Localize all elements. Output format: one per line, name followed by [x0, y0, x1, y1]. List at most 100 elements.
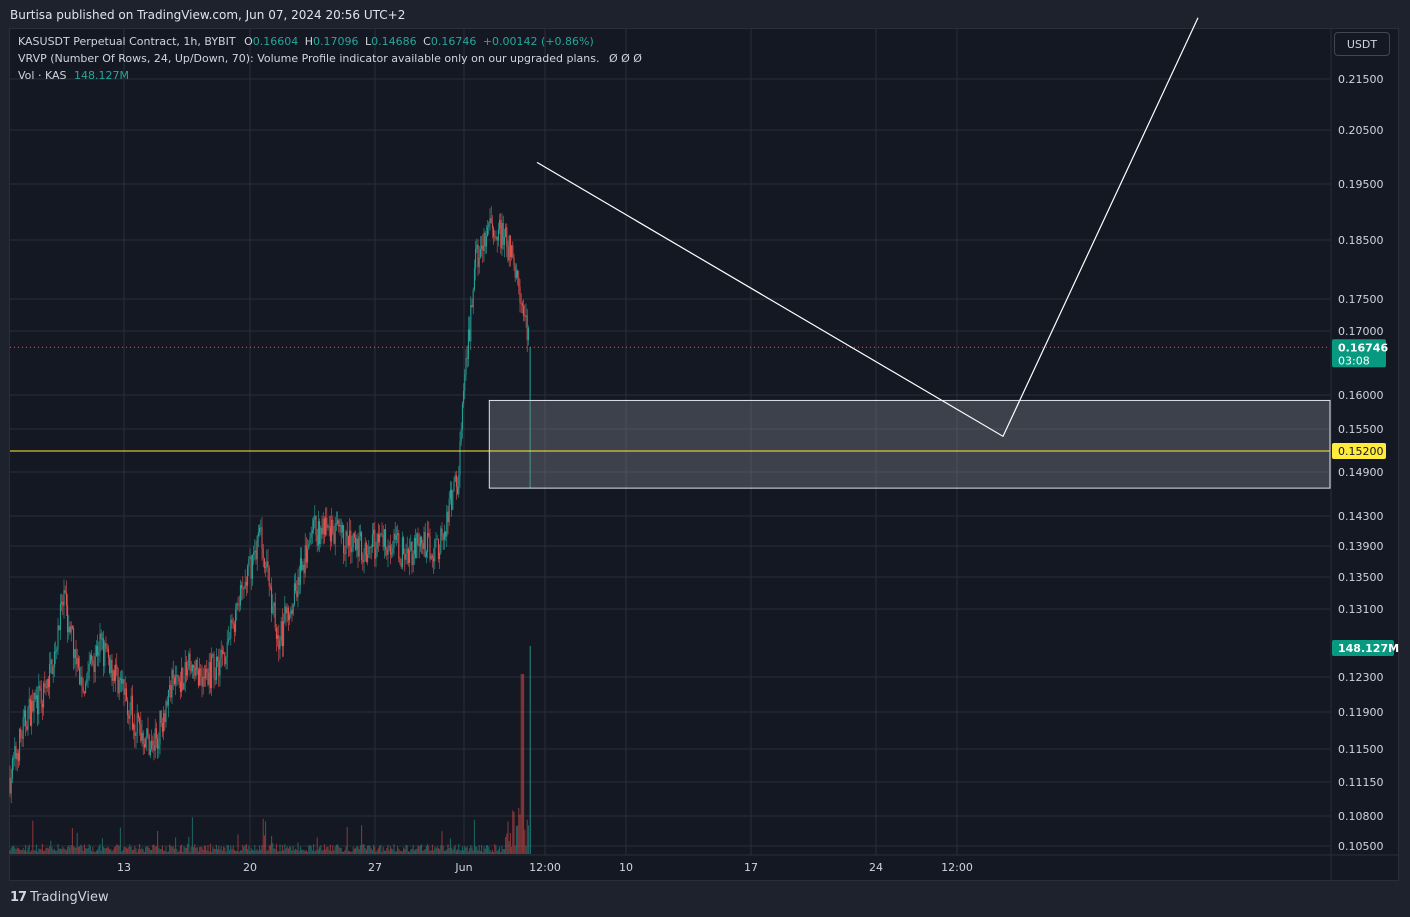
projection-line[interactable] — [536, 17, 1199, 438]
volume-bar — [101, 838, 103, 854]
high-value: 0.17096 — [313, 35, 359, 48]
volume-bar — [328, 850, 330, 854]
volume-bar — [109, 849, 111, 854]
candle-body — [484, 232, 486, 247]
volume-bar — [110, 848, 112, 854]
candle-body — [107, 648, 109, 658]
volume-bar — [379, 845, 381, 854]
vrvp-hidden-icons[interactable]: Ø Ø Ø — [608, 52, 642, 65]
volume-bar — [196, 847, 198, 854]
volume-bar — [526, 819, 528, 854]
candle-body — [297, 577, 299, 598]
volume-bar — [410, 849, 412, 854]
volume-bar — [415, 849, 417, 854]
volume-bar — [371, 849, 373, 854]
candle-body — [83, 691, 85, 694]
volume-bar — [182, 851, 184, 854]
candle-body — [255, 550, 257, 560]
candle-body — [379, 534, 381, 543]
candle-body — [377, 533, 379, 543]
candle-body — [505, 227, 507, 237]
volume-bar — [315, 850, 317, 854]
tradingview-footer[interactable]: 17 TradingView — [10, 890, 109, 910]
volume-bar — [512, 810, 514, 854]
volume-bar — [323, 844, 325, 854]
volume-bar — [97, 849, 99, 854]
candle-body — [496, 236, 498, 241]
volume-bar — [20, 849, 22, 854]
candle-body — [488, 223, 490, 228]
tradingview-logo-icon: 17 — [10, 890, 27, 905]
candle-body — [310, 532, 312, 538]
volume-bar — [143, 851, 145, 854]
time-axis[interactable]: 13 20 27 Jun 12:00 10 17 24 12:00 — [117, 861, 973, 874]
volume-bar — [241, 850, 243, 854]
volume-bar — [325, 849, 327, 854]
volume-bar — [283, 850, 285, 854]
price-axis[interactable]: 0.21500 0.20500 0.19500 0.18500 0.17500 0.170… — [1338, 73, 1384, 853]
candle-body — [88, 663, 90, 672]
candle-body — [176, 674, 178, 676]
candle-body — [231, 619, 233, 623]
volume-bar — [502, 849, 504, 854]
candle-body — [437, 538, 439, 560]
vrvp-legend[interactable]: VRVP (Number Of Rows, 24, Up/Down, 70): … — [18, 52, 642, 65]
volume-bar — [511, 846, 513, 854]
candle-body — [153, 745, 155, 751]
volume-bar — [179, 845, 181, 854]
volume-bar — [187, 843, 189, 854]
volume-bar — [251, 849, 253, 854]
candle-body — [404, 554, 406, 560]
candle-body — [285, 606, 287, 614]
volume-bar — [206, 850, 208, 854]
volume-bar — [130, 846, 132, 854]
candle-body — [125, 688, 127, 701]
candle-body — [481, 245, 483, 249]
volume-legend[interactable]: Vol · KAS 148.127M — [18, 69, 129, 82]
volume-bar — [19, 849, 21, 854]
volume-bar — [356, 846, 358, 854]
volume-bar — [487, 845, 489, 854]
volume-bar — [339, 847, 341, 854]
candle-body — [26, 725, 28, 730]
candle-body — [123, 679, 125, 696]
volume-bar — [301, 849, 303, 854]
drawings[interactable] — [10, 17, 1331, 489]
candle-body — [321, 527, 323, 535]
volume-bar — [443, 851, 445, 854]
volume-bar — [467, 851, 469, 854]
volume-bar — [211, 851, 213, 854]
volume-bar — [117, 845, 119, 854]
candle-body — [184, 662, 186, 683]
candle-body — [45, 686, 47, 689]
volume-bar — [407, 851, 409, 854]
demand-zone[interactable] — [488, 399, 1331, 489]
candle-body — [242, 588, 244, 590]
candle-body — [343, 525, 345, 554]
candle-body — [467, 329, 469, 359]
candle-body — [213, 654, 215, 678]
candle-body — [499, 219, 501, 230]
volume-bar — [393, 844, 395, 854]
volume-bar — [217, 849, 219, 854]
candle-body — [427, 533, 429, 553]
volume-bar — [355, 847, 357, 854]
candle-body — [323, 518, 325, 535]
volume-bar — [59, 848, 61, 854]
symbol-legend[interactable]: KASUSDT Perpetual Contract, 1h, BYBIT O0… — [18, 35, 594, 48]
candle-body — [145, 739, 147, 748]
candle-body — [429, 535, 431, 560]
candle-body — [52, 667, 54, 675]
candle-body — [178, 677, 180, 682]
candle-body — [19, 728, 21, 761]
candle-body — [446, 511, 448, 537]
chart-frame[interactable] — [9, 28, 1399, 881]
volume-bar — [280, 851, 282, 854]
candle-body — [64, 590, 66, 593]
candle-body — [31, 700, 33, 726]
candle-body — [386, 549, 388, 556]
currency-button[interactable]: USDT — [1334, 32, 1390, 56]
close-value: 0.16746 — [430, 35, 477, 48]
candle-body — [445, 531, 447, 537]
